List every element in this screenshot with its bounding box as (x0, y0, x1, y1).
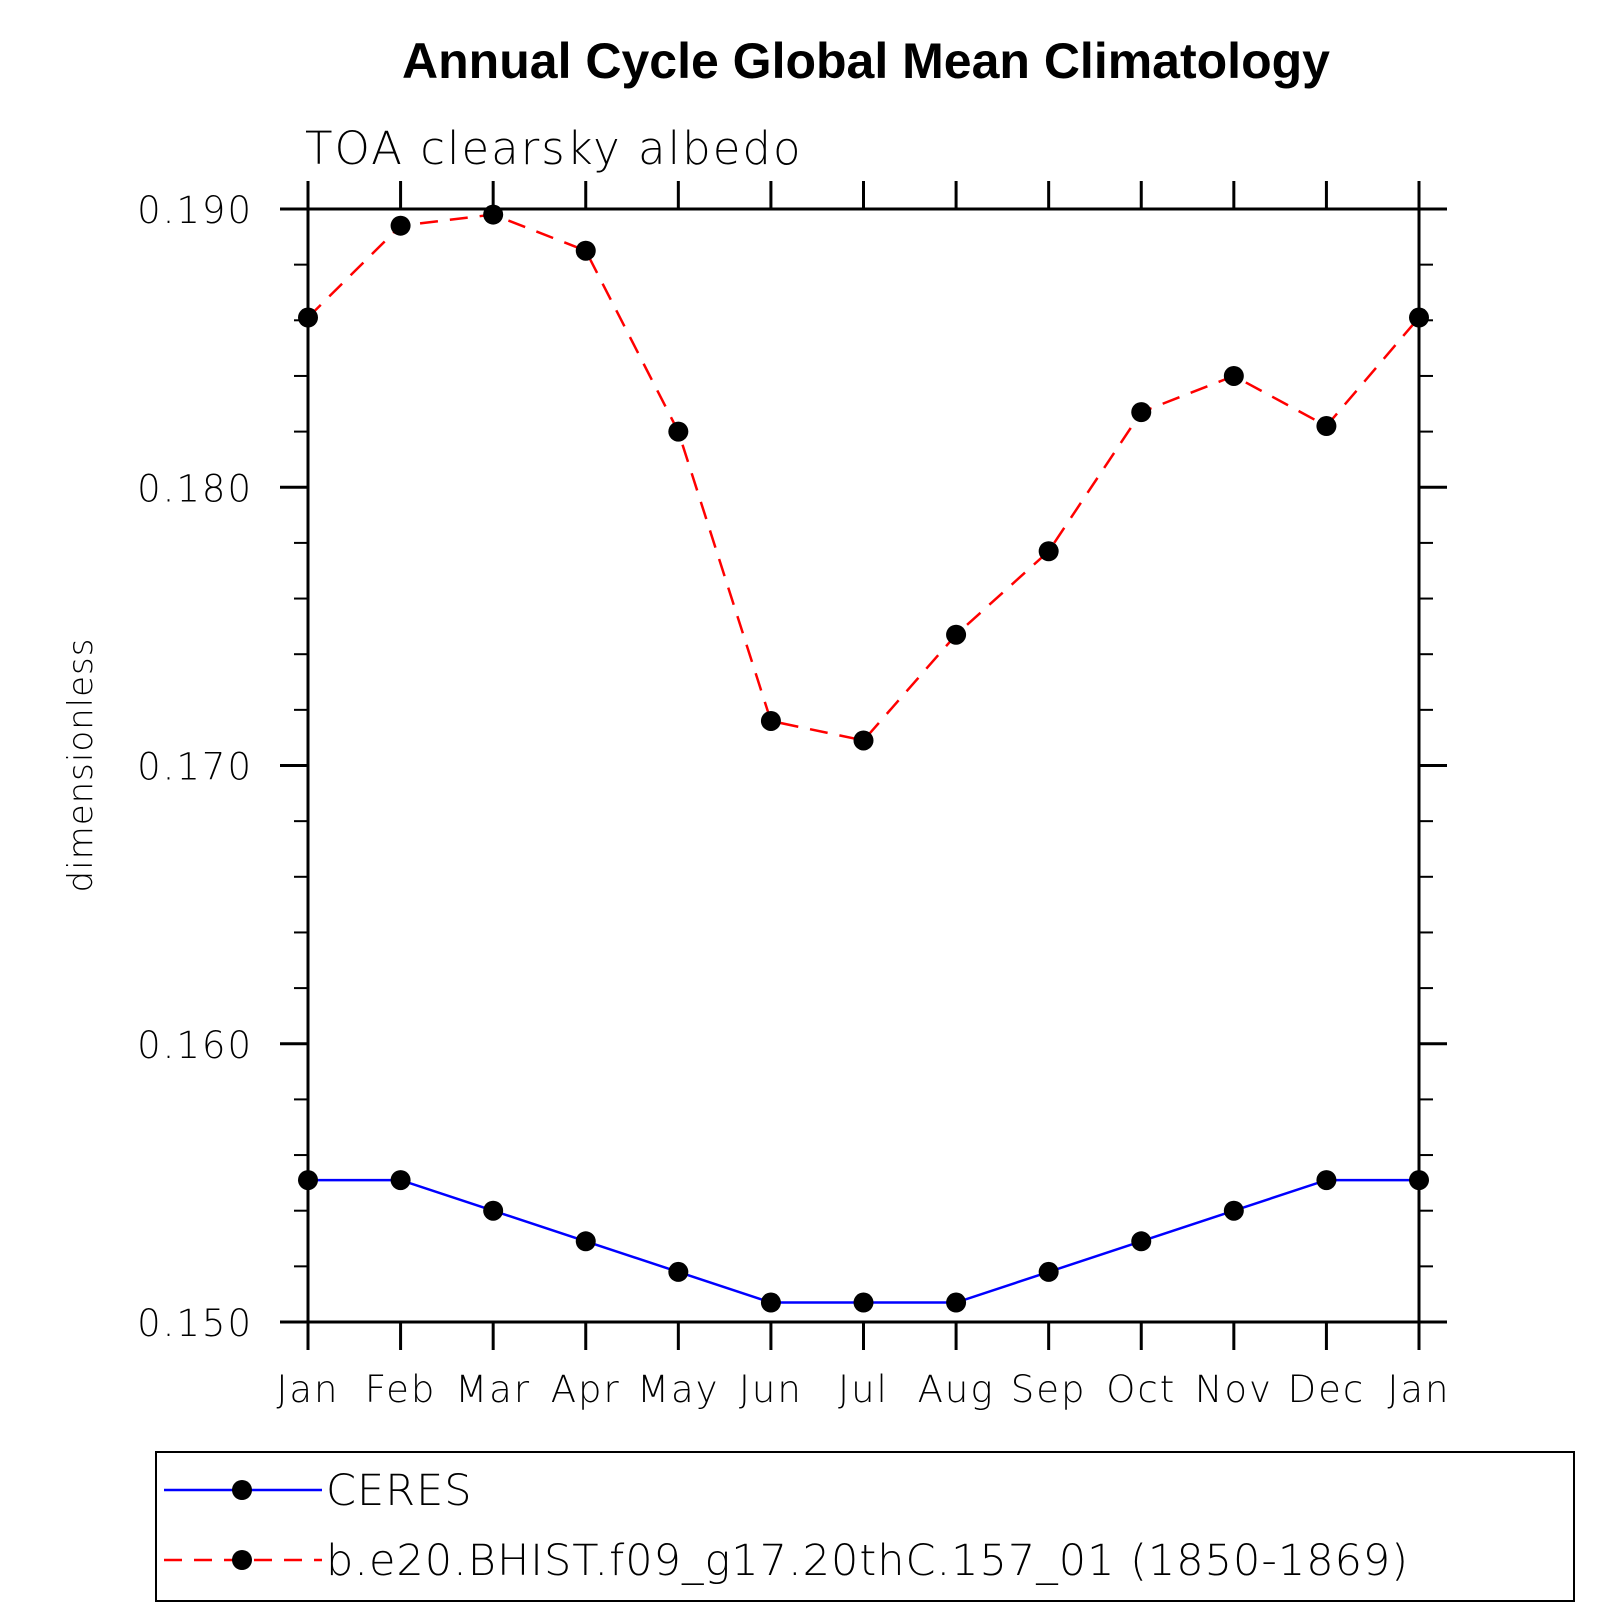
data-point (853, 730, 874, 751)
data-point (760, 1292, 781, 1313)
data-point (1223, 365, 1244, 386)
data-point (1223, 1200, 1244, 1221)
x-tick-label: Jun (739, 1368, 803, 1411)
chart-title: Annual Cycle Global Mean Climatology (402, 33, 1330, 89)
data-point (575, 240, 596, 261)
legend-label: b.e20.BHIST.f09_g17.20thC.157_01 (1850-1… (326, 1536, 1409, 1586)
legend-marker (232, 1480, 252, 1500)
data-point (1131, 402, 1152, 423)
data-point (760, 710, 781, 731)
legend-item: b.e20.BHIST.f09_g17.20thC.157_01 (1850-1… (164, 1536, 1409, 1586)
plot-frame (306, 207, 1421, 1324)
data-point (853, 1292, 874, 1313)
data-point (575, 1231, 596, 1252)
axis-ticks (280, 181, 1447, 1350)
data-point (946, 1292, 967, 1313)
data-point (668, 421, 689, 442)
chart-subtitle: TOA clearsky albedo (305, 122, 802, 175)
x-tick-label: Feb (365, 1368, 437, 1411)
x-tick-label: Mar (455, 1368, 531, 1411)
legend-marker (232, 1550, 252, 1570)
y-tick-label: 0.150 (137, 1302, 253, 1345)
x-tick-label: Dec (1288, 1368, 1366, 1411)
y-tick-label: 0.180 (137, 467, 253, 510)
legend: CERES b.e20.BHIST.f09_g17.20thC.157_01 (1… (155, 1451, 1575, 1602)
x-tick-label: Jan (1387, 1368, 1450, 1411)
data-point (1038, 541, 1059, 562)
data-point (1316, 416, 1337, 437)
data-point (668, 1261, 689, 1282)
series-ceres (298, 1170, 1429, 1313)
x-tick-label: Sep (1011, 1368, 1087, 1411)
data-point (390, 1170, 411, 1191)
legend-label: CERES (326, 1466, 473, 1516)
y-tick-label: 0.190 (137, 189, 253, 232)
series-layer (298, 204, 1429, 1313)
data-point (1131, 1231, 1152, 1252)
x-tick-label: May (637, 1368, 720, 1411)
x-tick-label: Apr (551, 1368, 621, 1411)
data-point (1038, 1261, 1059, 1282)
y-tick-label: 0.170 (137, 746, 253, 789)
legend-items: CERES b.e20.BHIST.f09_g17.20thC.157_01 (1… (164, 1466, 1409, 1586)
data-point (390, 215, 411, 236)
data-point (1316, 1170, 1337, 1191)
x-tick-label: Nov (1195, 1368, 1273, 1411)
x-tick-label: Oct (1106, 1368, 1176, 1411)
y-axis-label: dimensionless (61, 638, 101, 893)
legend-item: CERES (164, 1466, 473, 1516)
axis-tick-labels: Jan Feb Mar Apr May Jun Jul Aug Sep Oct Nov Dec Jan 0… (137, 189, 1450, 1411)
data-point (483, 1200, 504, 1221)
x-tick-label: Aug (918, 1368, 995, 1411)
y-tick-label: 0.160 (137, 1024, 253, 1067)
data-point (946, 624, 967, 645)
legend-box (155, 1451, 1575, 1602)
x-tick-label: Jul (838, 1368, 889, 1411)
x-tick-label: Jan (276, 1368, 339, 1411)
